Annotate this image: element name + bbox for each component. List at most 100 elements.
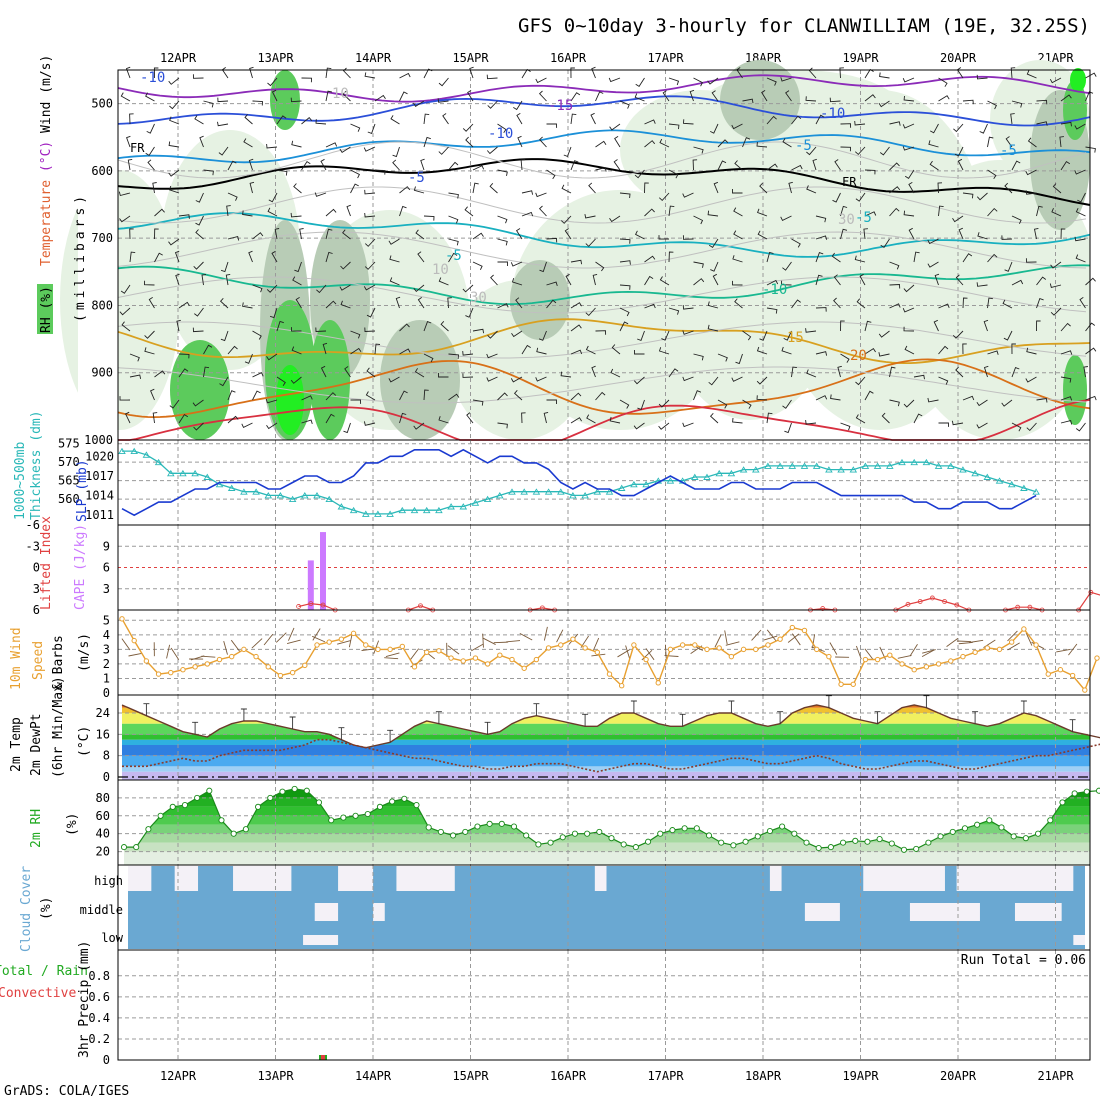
thickness-pt-6 [191,469,199,477]
barb-13-20 [610,368,621,378]
barb-1-4 [217,97,229,103]
rh-pt-23 [401,795,408,802]
barb-6-8 [325,208,337,217]
wind10-barb-1 [128,652,143,657]
temp-max-70 [972,711,979,724]
temp-max-50 [728,700,735,713]
thickness-pt-53 [764,462,772,469]
barb-8-18 [570,259,583,265]
barb-8-27 [782,261,792,271]
wind-pt-66 [923,664,930,670]
barb-12-27 [781,346,792,355]
wind10-barb-67 [946,638,959,648]
p-tick-500: 500 [91,97,113,111]
wind-pt-32 [509,656,515,663]
barb-14-16 [513,389,523,401]
clear_middle-0 [314,903,339,921]
isotherm-label-3: -10 [488,126,513,142]
barb-12-8 [322,342,328,355]
barb-9-12 [413,284,425,293]
wind-pt-31 [497,652,503,658]
barb-0-27 [780,77,792,82]
barb-10-24 [707,301,719,309]
barb-13-22 [668,368,679,378]
barb-13-37 [1025,376,1037,383]
isotherm-7 [117,358,1091,419]
barb-0-22 [668,77,680,86]
cape-bars [307,532,326,610]
rh-pt-51 [742,838,749,845]
barb-5-23 [682,192,694,198]
barb-14-2 [169,399,180,409]
barb-12-37 [1026,347,1037,355]
barb-2-31 [889,121,901,126]
barb-14-39 [1085,395,1097,401]
barb-7-1 [154,228,159,240]
wind10-barb-76 [1056,648,1071,653]
lifted-pt-5-2 [1027,604,1033,610]
barb-1-22 [662,90,670,102]
precip-panel: 0 0.2 0.4 0.6 0.8 Total / Rain Convective 3h… [0,941,1091,1067]
barb-13-31 [889,366,896,378]
temp-line [121,704,1100,749]
wind10-barb-34 [543,626,548,641]
barb-4-5 [248,158,254,171]
wind10-barb-20 [373,640,380,654]
rh-pt-28 [462,828,469,835]
barb-9-15 [490,274,498,286]
temp-band-4 [122,739,1090,745]
barb-6-2 [178,214,190,219]
barb-10-23 [682,305,694,310]
rh-pt-45 [669,827,676,834]
temp-max-10 [240,708,247,721]
rh-pt-15 [303,787,310,794]
barb-11-37 [1036,320,1041,332]
wind10-barb-50 [725,641,740,646]
barb-4-36 [1011,160,1021,171]
barb-1-6 [271,89,278,102]
wind10-barb-61 [864,648,874,661]
barb-13-38 [1060,376,1072,383]
barb-3-35 [987,136,994,148]
wind-pt-23 [399,643,406,650]
barb-9-13 [438,277,449,286]
wind-pt-59 [838,681,844,687]
cloud-panel: high middle low Cloud Cover (%) [19,864,1091,952]
rh-contour-2 [117,231,1087,269]
barb-4-9 [350,169,361,179]
rh-pt-78 [1071,790,1078,797]
barb-13-24 [708,376,719,386]
barb-5-13 [448,192,459,199]
wind10-barb-35 [556,629,564,643]
rh-blob-23 [276,365,304,435]
thickness-pt-32 [508,488,516,495]
wind10-barb-73 [1007,642,1020,651]
barb-4-2 [168,169,180,177]
top-date-19APR: 19APR [842,51,879,65]
temp-legend-c: (6hr Min/Max) [51,676,66,778]
p-tick-800: 800 [91,298,113,312]
barb-10-19 [585,307,596,317]
clear_high-3 [338,866,374,891]
rh-ticks: 20 40 60 80 [96,791,110,859]
barb-3-1 [145,146,155,157]
barb-5-19 [588,182,596,194]
barb-12-1 [144,347,155,355]
barb-3-37 [1027,137,1037,148]
temp-tick-24: 24 [96,706,110,720]
barb-12-38 [1060,350,1073,355]
barb-8-8 [325,251,333,263]
barb-3-23 [693,146,704,154]
lifted-seg-6 [1078,591,1100,611]
barb-2-28 [815,114,825,125]
barb-15-34 [951,420,964,426]
barb-15-6 [266,422,278,430]
wind10-barb-52 [763,635,778,641]
barb-9-17 [546,281,558,287]
barb-8-1 [154,252,163,263]
barb-11-3 [192,327,204,333]
barb-2-38 [1060,121,1072,127]
barb-11-35 [983,319,989,332]
barb-12-5 [244,353,253,364]
rh-blob-7 [900,160,1100,440]
